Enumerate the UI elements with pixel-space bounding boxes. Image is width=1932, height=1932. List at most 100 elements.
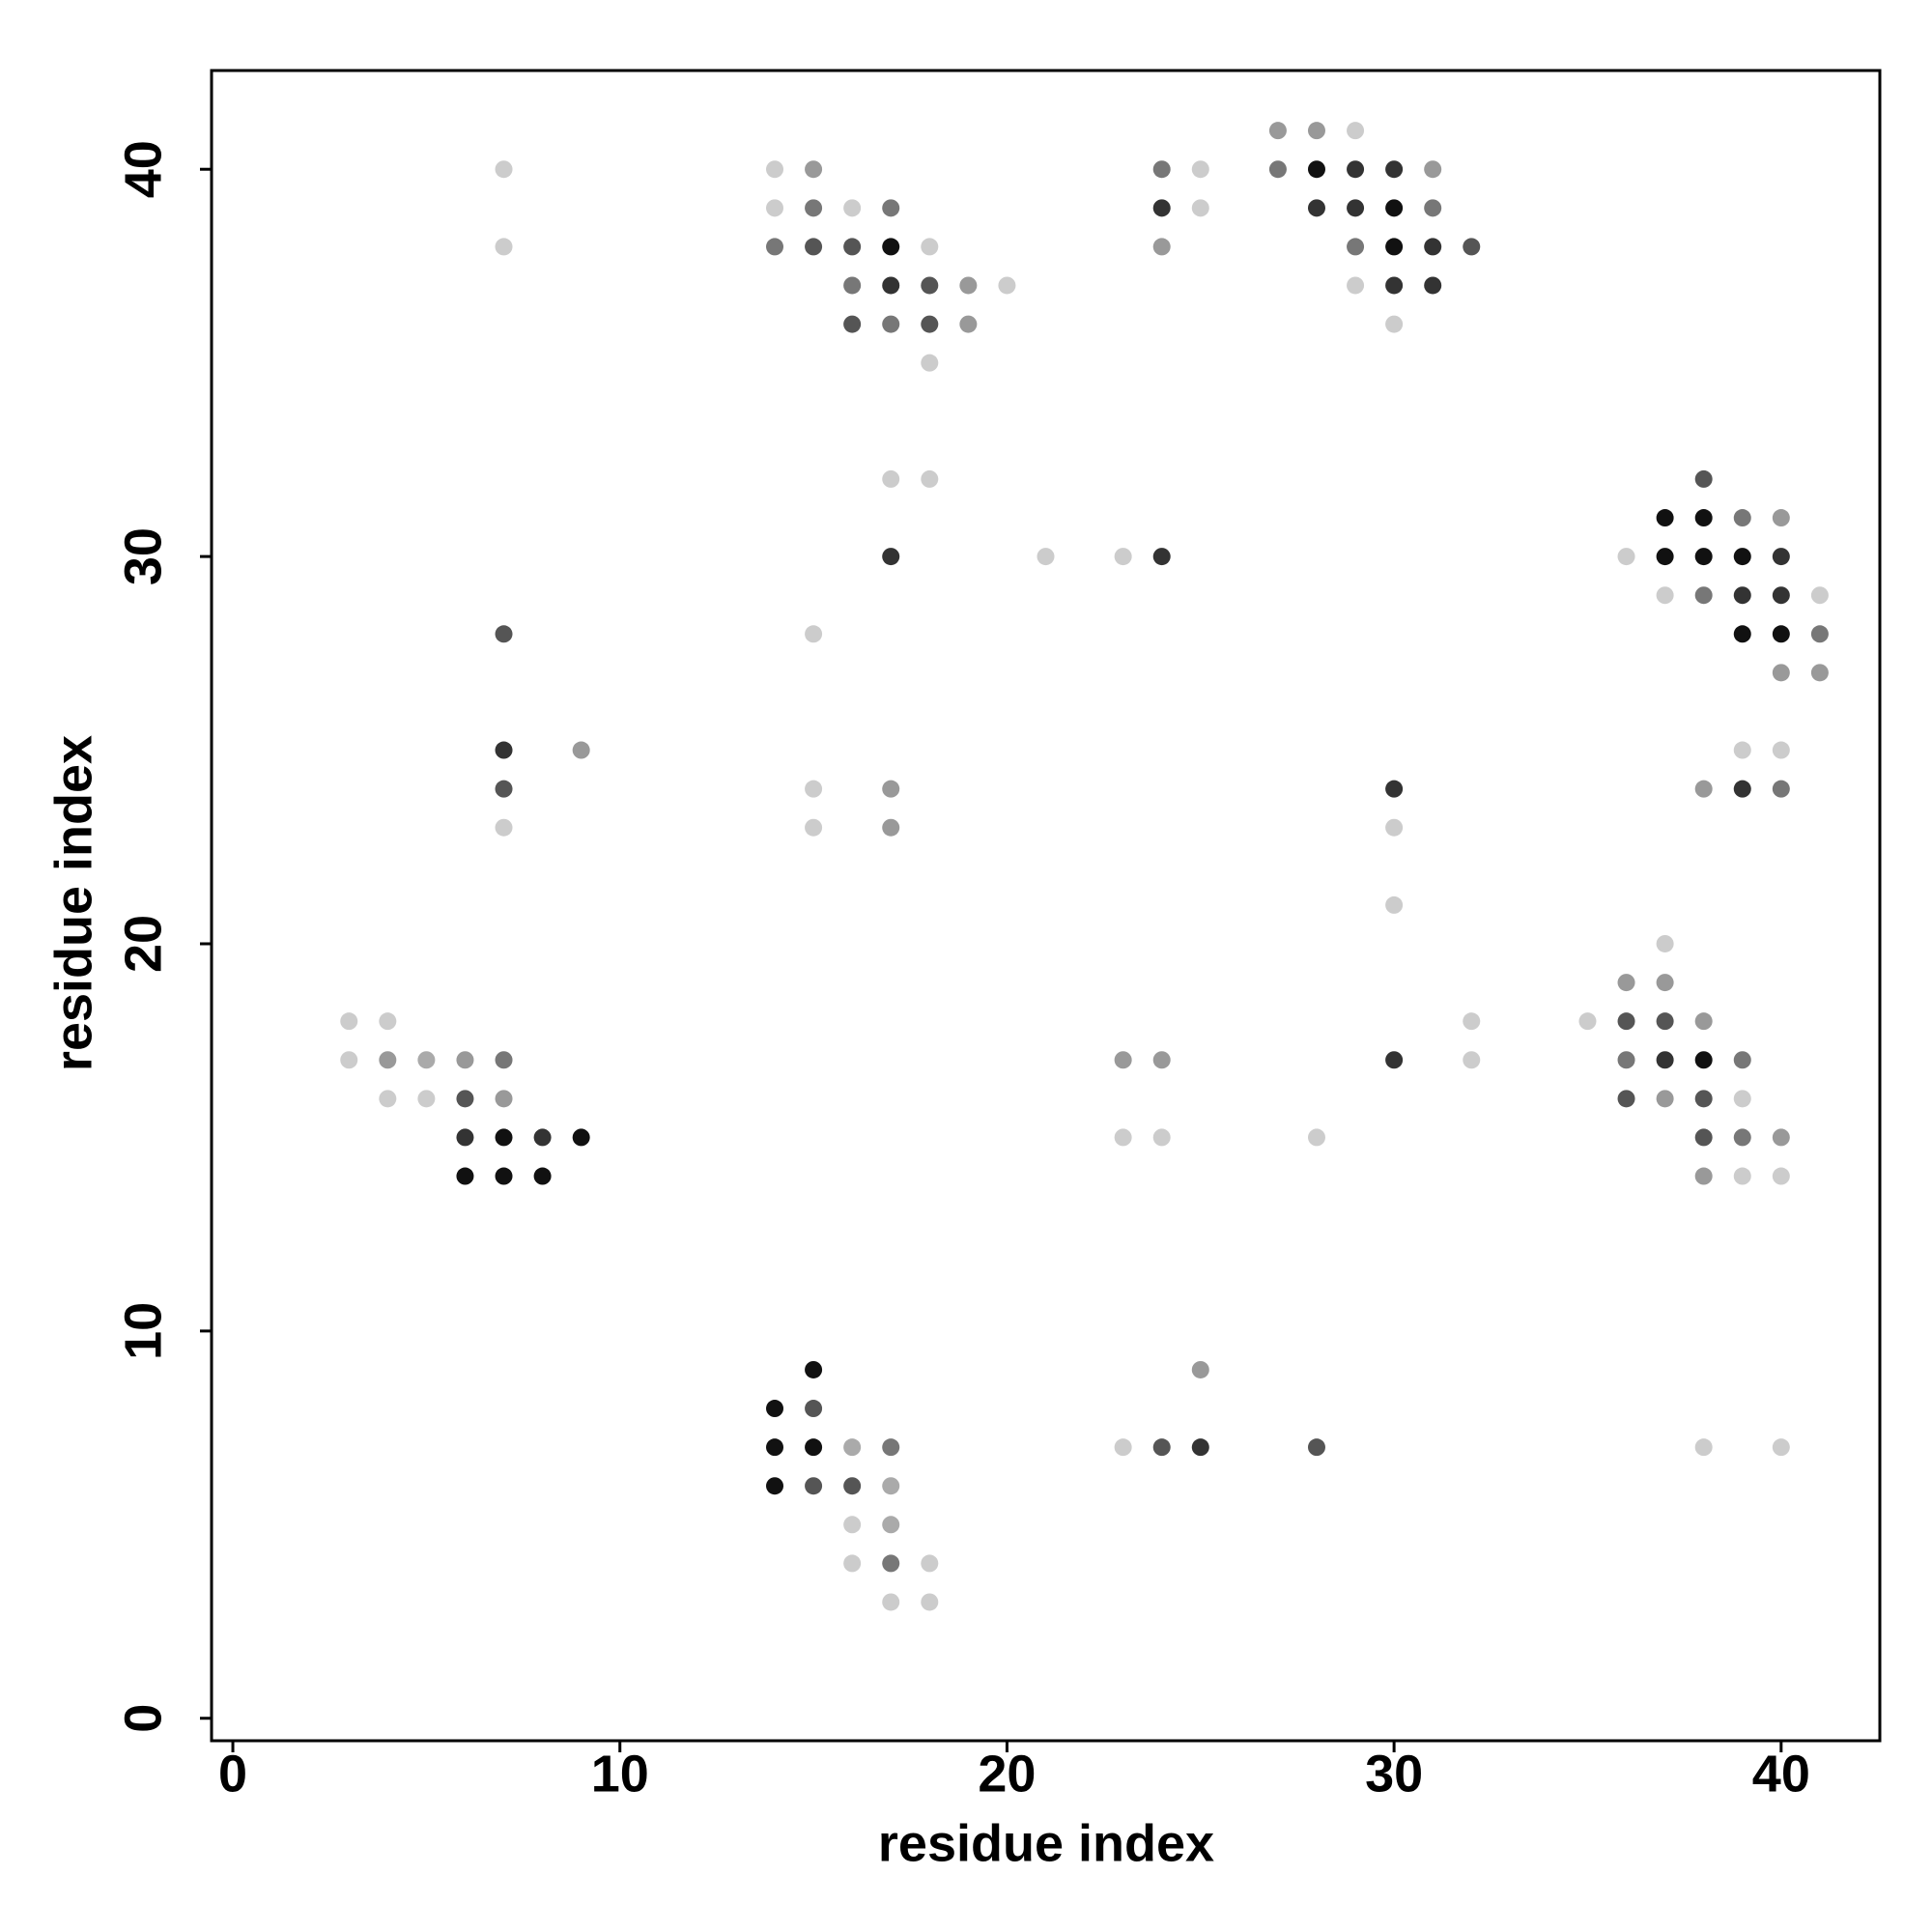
point xyxy=(1307,1128,1325,1147)
point xyxy=(1385,818,1404,837)
point xyxy=(1772,780,1790,798)
point xyxy=(1385,276,1404,295)
point xyxy=(921,315,939,333)
point xyxy=(1347,122,1365,140)
point xyxy=(379,1051,397,1069)
point xyxy=(1733,625,1751,643)
point xyxy=(1772,586,1790,605)
point xyxy=(1694,548,1713,566)
point xyxy=(882,1516,900,1534)
point xyxy=(1772,1128,1790,1147)
point xyxy=(1656,934,1674,952)
point xyxy=(1152,548,1171,566)
point xyxy=(1152,160,1171,179)
point xyxy=(1191,199,1209,217)
x-tick-label: 40 xyxy=(1752,1745,1810,1803)
point xyxy=(572,741,590,759)
point xyxy=(1772,741,1790,759)
point xyxy=(766,1438,784,1457)
point xyxy=(805,1477,823,1495)
point xyxy=(495,1051,513,1069)
x-tick-label: 10 xyxy=(591,1745,649,1803)
point xyxy=(882,1438,900,1457)
y-tick-label: 0 xyxy=(114,1704,172,1733)
point xyxy=(921,354,939,372)
point xyxy=(1617,1012,1635,1031)
point xyxy=(805,199,823,217)
point xyxy=(379,1012,397,1031)
point xyxy=(921,1593,939,1611)
point xyxy=(843,276,862,295)
point xyxy=(1772,1438,1790,1457)
point xyxy=(1656,509,1674,527)
point xyxy=(1694,586,1713,605)
point xyxy=(1810,625,1829,643)
point xyxy=(1114,548,1132,566)
point xyxy=(1694,1012,1713,1031)
point xyxy=(805,238,823,256)
y-axis-title: residue index xyxy=(44,735,102,1071)
point xyxy=(882,1593,900,1611)
point xyxy=(456,1128,474,1147)
point xyxy=(921,469,939,488)
point xyxy=(495,1090,513,1108)
point xyxy=(1037,548,1055,566)
point xyxy=(998,276,1016,295)
point xyxy=(1385,1051,1404,1069)
point xyxy=(340,1012,358,1031)
point xyxy=(1694,509,1713,527)
point xyxy=(1810,664,1829,682)
point xyxy=(959,315,978,333)
point xyxy=(766,160,784,179)
point xyxy=(1733,548,1751,566)
point xyxy=(1733,1090,1751,1108)
point xyxy=(456,1167,474,1185)
point xyxy=(1733,741,1751,759)
point xyxy=(1733,586,1751,605)
point xyxy=(766,238,784,256)
point xyxy=(1385,160,1404,179)
point xyxy=(1656,1051,1674,1069)
point xyxy=(882,818,900,837)
point xyxy=(495,160,513,179)
point xyxy=(1424,160,1442,179)
point xyxy=(805,160,823,179)
point xyxy=(1733,1167,1751,1185)
point xyxy=(1385,199,1404,217)
point xyxy=(1694,1128,1713,1147)
point xyxy=(1268,122,1287,140)
point xyxy=(882,1554,900,1573)
point xyxy=(379,1090,397,1108)
x-tick-label: 0 xyxy=(218,1745,247,1803)
point xyxy=(572,1128,590,1147)
point xyxy=(1347,199,1365,217)
point xyxy=(882,780,900,798)
point xyxy=(1307,160,1325,179)
point xyxy=(843,199,862,217)
point xyxy=(1772,1167,1790,1185)
point xyxy=(1191,1438,1209,1457)
point xyxy=(805,780,823,798)
point xyxy=(1152,199,1171,217)
plot-frame xyxy=(210,69,1882,1743)
point xyxy=(1424,238,1442,256)
point xyxy=(1733,509,1751,527)
point xyxy=(1307,122,1325,140)
point xyxy=(843,1516,862,1534)
point xyxy=(766,1477,784,1495)
point xyxy=(1656,586,1674,605)
point xyxy=(1656,1012,1674,1031)
point xyxy=(843,1438,862,1457)
point xyxy=(921,1554,939,1573)
point xyxy=(1694,780,1713,798)
point xyxy=(805,625,823,643)
point xyxy=(1424,199,1442,217)
point xyxy=(1385,238,1404,256)
point xyxy=(1694,1051,1713,1069)
point xyxy=(1152,1438,1171,1457)
point xyxy=(1191,160,1209,179)
point xyxy=(1385,315,1404,333)
point xyxy=(1463,1051,1481,1069)
point xyxy=(1772,509,1790,527)
point xyxy=(1463,238,1481,256)
